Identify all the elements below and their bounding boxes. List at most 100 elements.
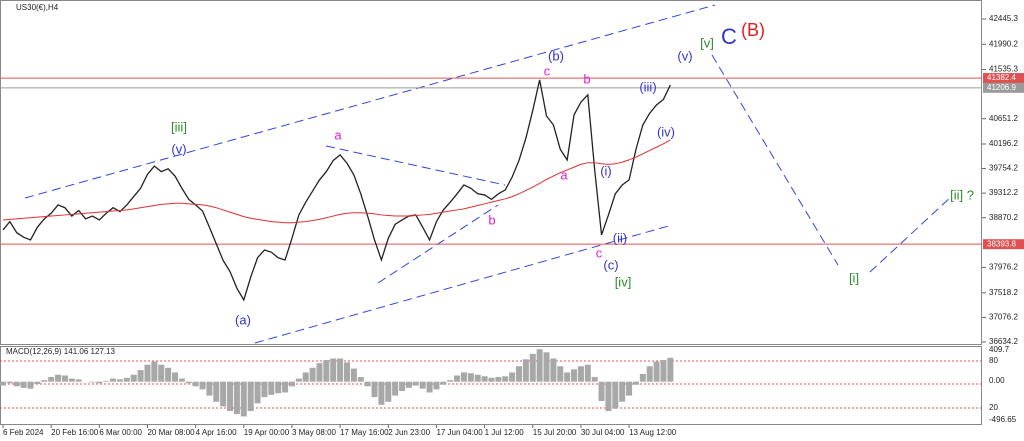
macd-bar	[103, 380, 110, 382]
macd-bar	[543, 352, 550, 382]
level-box	[983, 239, 1024, 250]
macd-bar	[75, 379, 82, 382]
wave-label: C	[721, 24, 737, 49]
macd-bar	[660, 360, 667, 382]
macd-bar	[61, 375, 68, 382]
level-label: 38393.8	[987, 239, 1016, 248]
wave-label: [i]	[849, 270, 859, 285]
macd-bar	[330, 358, 337, 382]
macd-bar	[337, 358, 344, 382]
macd-bar	[295, 378, 302, 382]
macd-bar	[550, 358, 557, 382]
macd-bar	[467, 373, 474, 382]
macd-bar	[564, 372, 571, 382]
wave-label: a	[334, 127, 342, 142]
macd-bar	[357, 377, 364, 382]
wave-label: c	[596, 245, 603, 260]
y-tick-label: 42445.3	[989, 14, 1018, 23]
macd-bar	[598, 381, 605, 401]
x-tick-label: 19 Apr 00:00	[244, 428, 290, 437]
macd-bar	[653, 361, 660, 382]
macd-bar	[584, 364, 591, 382]
macd-bar	[282, 381, 289, 393]
macd-bar	[516, 366, 522, 382]
macd-bar	[529, 353, 536, 382]
x-tick-label: 3 May 08:00	[292, 428, 337, 437]
macd-bar	[220, 381, 227, 407]
wave-label: (a)	[235, 312, 251, 327]
macd-bar	[378, 381, 385, 405]
wave-label: (i)	[600, 163, 612, 178]
chart-title: US30(€),H4	[16, 3, 59, 12]
macd-bar	[447, 380, 454, 382]
macd-bar	[385, 381, 392, 402]
macd-bar	[227, 381, 234, 412]
macd-bar	[433, 381, 440, 390]
macd-bar	[509, 372, 516, 382]
level-label: 41382.4	[987, 73, 1016, 82]
macd-bar	[302, 372, 309, 382]
macd-bar	[536, 349, 543, 382]
macd-bar	[89, 381, 96, 383]
x-tick-label: 6 Mar 00:00	[99, 428, 142, 437]
wave-label: b	[488, 212, 495, 227]
x-tick-label: 17 May 16:00	[340, 428, 389, 437]
projection-down	[711, 54, 839, 266]
y-tick-label: 41990.2	[989, 39, 1018, 48]
macd-bar	[34, 381, 41, 384]
x-tick-label: 1 Jul 12:00	[485, 428, 525, 437]
macd-bar	[309, 367, 316, 382]
macd-bar	[96, 381, 103, 384]
macd-bar	[316, 363, 323, 382]
macd-bar	[144, 364, 151, 382]
macd-bar	[605, 381, 612, 412]
macd-panel	[0, 346, 982, 425]
macd-bar	[571, 369, 578, 382]
macd-bar	[0, 381, 6, 386]
y-tick-label: 40651.2	[989, 114, 1018, 123]
macd-bar	[41, 380, 48, 382]
macd-bar	[110, 378, 117, 382]
macd-bar	[577, 366, 584, 382]
macd-bar	[151, 361, 158, 382]
macd-bar	[27, 381, 34, 389]
macd-bar	[667, 357, 674, 382]
main-panel	[0, 0, 982, 345]
macd-bar	[206, 381, 213, 396]
x-tick-label: 4 Apr 16:00	[196, 428, 237, 437]
macd-bar	[185, 381, 192, 384]
y-tick-label: 41535.3	[989, 65, 1018, 74]
x-tick-label: 20 Feb 16:00	[51, 428, 99, 437]
x-tick-label: 6 Feb 2024	[3, 428, 44, 437]
macd-bar	[130, 374, 137, 382]
level-box	[983, 82, 1024, 93]
y-tick-label: 37518.2	[989, 288, 1018, 297]
macd-bar	[412, 381, 419, 386]
wave-label: [v]	[700, 35, 714, 50]
macd-bar	[192, 381, 199, 387]
macd-bar	[591, 377, 598, 382]
wave-label: (iv)	[657, 124, 675, 139]
channel-upper	[24, 4, 716, 199]
macd-bar	[460, 372, 467, 382]
macd-bar	[371, 381, 378, 398]
macd-axis-label: 0.00	[989, 376, 1005, 385]
macd-bar	[419, 381, 426, 389]
macd-bar	[612, 381, 619, 409]
wave-label: b	[583, 71, 590, 86]
macd-bar	[426, 381, 433, 393]
macd-bar	[646, 366, 653, 382]
wave-label: [iii]	[171, 119, 187, 134]
macd-bar	[288, 381, 295, 387]
macd-bar	[639, 373, 646, 382]
x-tick-label: 15 Jul 20:00	[533, 428, 577, 437]
wave-label: [ii] ?	[950, 187, 974, 202]
macd-bar	[48, 377, 55, 382]
macd-bar	[454, 375, 461, 382]
macd-bar	[619, 381, 626, 402]
price-line	[2, 79, 671, 302]
macd-bar	[165, 367, 172, 382]
macd-axis-label: -496.65	[989, 415, 1017, 424]
macd-title: MACD(12,26,9) 141.06 127.13	[6, 347, 116, 356]
